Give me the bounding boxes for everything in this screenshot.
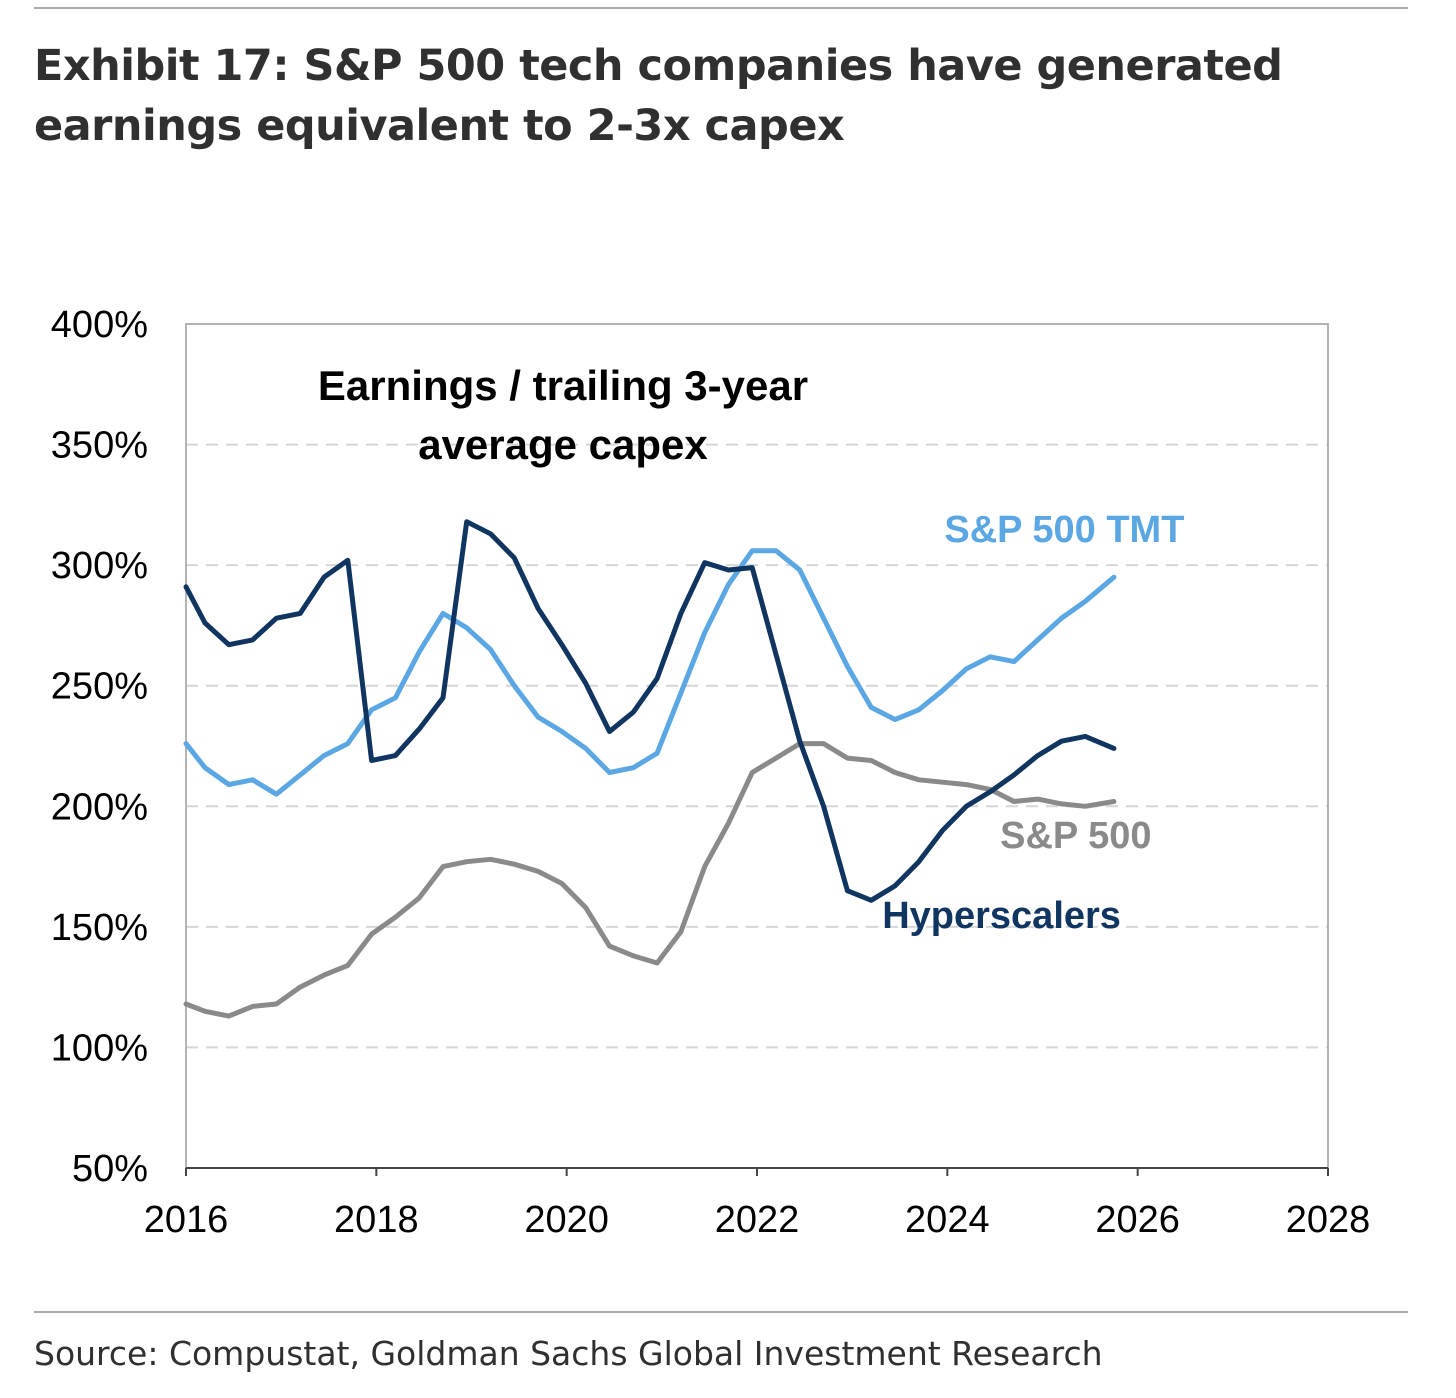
x-tick-label: 2028 <box>1286 1199 1371 1241</box>
top-rule <box>34 7 1408 9</box>
x-tick-label: 2020 <box>524 1199 609 1241</box>
page-title: Exhibit 17: S&P 500 tech companies have … <box>34 41 1283 151</box>
x-tick-label: 2018 <box>334 1199 419 1241</box>
line-chart: 50% 100% 150% 200% 250% 300% 350% 400% 2016 2018 2… <box>51 304 1370 1241</box>
gridlines <box>186 443 1328 1049</box>
x-tick-label: 2022 <box>715 1199 800 1241</box>
series-label-s-p-500-tmt: S&P 500 TMT <box>944 509 1184 551</box>
series-line-s-p-500 <box>183 741 1117 1019</box>
y-tick-label: 50% <box>72 1148 148 1190</box>
source-note: Source: Compustat, Goldman Sachs Global … <box>34 1334 1103 1373</box>
series-lines <box>183 519 1117 1019</box>
chart-title-line-2: average capex <box>418 421 708 468</box>
y-tick-label: 150% <box>51 907 148 949</box>
series-label-hyperscalers: Hyperscalers <box>882 895 1121 937</box>
series-label-s-p-500: S&P 500 <box>1000 815 1151 857</box>
axis-ticks: 50% 100% 150% 200% 250% 300% 350% 400% 2016 2018 2… <box>51 304 1370 1241</box>
bottom-rule <box>34 1311 1408 1313</box>
series-line-s-p-500-tmt <box>183 548 1117 797</box>
chart-title-line-1: Earnings / trailing 3-year <box>318 362 808 409</box>
x-tick-label: 2026 <box>1095 1199 1180 1241</box>
series-labels: S&P 500 TMT Hyperscalers S&P 500 <box>882 509 1184 937</box>
y-tick-label: 250% <box>51 666 148 708</box>
y-tick-label: 100% <box>51 1027 148 1069</box>
y-tick-label: 350% <box>51 425 148 467</box>
series-line-hyperscalers <box>183 519 1117 903</box>
y-tick-label: 300% <box>51 545 148 587</box>
plot-frame <box>185 323 1329 1169</box>
y-tick-label: 400% <box>51 304 148 346</box>
x-tick-label: 2024 <box>905 1199 990 1241</box>
y-tick-label: 200% <box>51 786 148 828</box>
x-tick-label: 2016 <box>144 1199 229 1241</box>
